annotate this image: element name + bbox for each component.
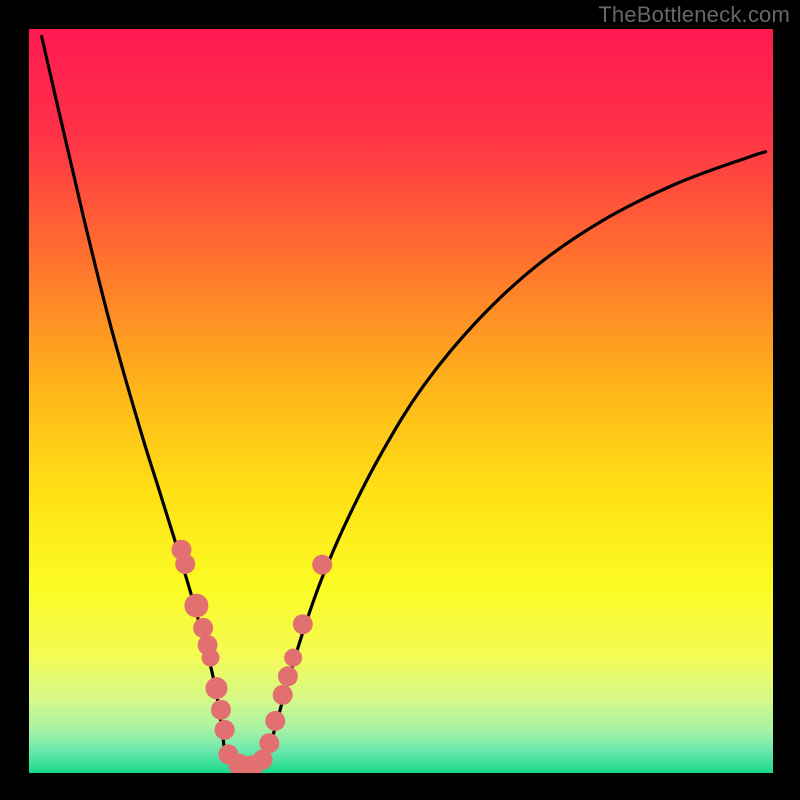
marker-dot	[265, 711, 285, 731]
marker-dot	[211, 700, 231, 720]
marker-dot	[205, 677, 227, 699]
marker-dot	[293, 614, 313, 634]
marker-dot	[259, 733, 279, 753]
marker-dot	[312, 555, 332, 575]
plot-area	[29, 29, 773, 773]
marker-dot	[278, 666, 298, 686]
bottleneck-curve	[29, 29, 773, 773]
marker-dot	[184, 594, 208, 618]
watermark-text: TheBottleneck.com	[598, 2, 790, 28]
marker-dot	[273, 685, 293, 705]
marker-dot	[193, 618, 213, 638]
curve-path	[42, 36, 766, 769]
chart-frame: TheBottleneck.com	[0, 0, 800, 800]
marker-dot	[175, 554, 195, 574]
marker-dot	[215, 720, 235, 740]
marker-dot	[284, 649, 302, 667]
marker-dot	[202, 649, 220, 667]
